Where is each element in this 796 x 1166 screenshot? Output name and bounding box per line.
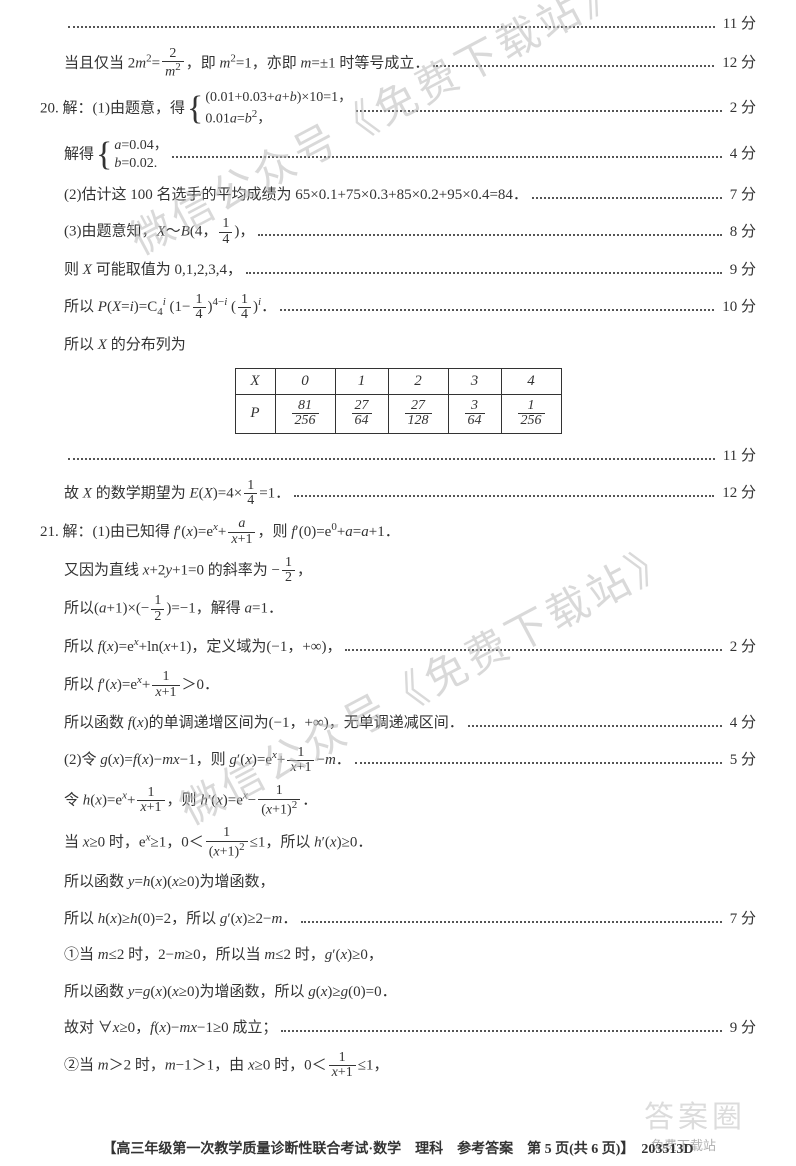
text-line: ②当 m＞2 时，m−1＞1，由 x≥0 时，0＜1x+1≤1， [40,1051,756,1081]
leader-dots [172,145,722,159]
table-cell: X [235,368,275,394]
leader-dots [301,909,721,923]
leader-dots [356,98,722,112]
text-line: 11 分 [40,442,756,471]
text-line: 21. 解：(1)由已知得 f′(x)=ex+ax+1，则 f′(0)=e0+a… [40,517,756,548]
text-line: 所以函数 f(x)的单调递增区间为(−1，+∞)，无单调递减区间． 4 分 [40,709,756,738]
text-line: ①当 m≤2 时，2−m≥0，所以当 m≤2 时，g′(x)≥0， [40,941,756,970]
text-line: 所以(a+1)×(−12)=−1，解得 a=1． [40,594,756,624]
text-line: 20. 解：(1)由题意，得{(0.01+0.03+a+b)×10=1，0.01… [40,89,756,129]
line-text: 解得{a=0.04，b=0.02. [64,137,168,173]
line-text: ②当 m＞2 时，m−1＞1，由 x≥0 时，0＜1x+1≤1， [64,1051,388,1081]
line-text: 当且仅当 2m2=2m2，即 m2=1，亦即 m=±1 时等号成立． [64,47,429,81]
line-text: (3)由题意知，X～B(4，14)， [64,217,254,247]
line-text: 所以(a+1)×(−12)=−1，解得 a=1． [64,594,283,624]
line-text: 所以函数 f(x)的单调递增区间为(−1，+∞)，无单调递减区间． [64,709,464,738]
text-line: 令 h(x)=ex+1x+1，则 h′(x)=ex−1(x+1)2． [40,784,756,818]
table-cell: 2 [388,368,448,394]
line-text: 所以 X 的分布列为 [64,331,186,360]
score-label: 9 分 [726,256,756,285]
line-text: 故 X 的数学期望为 E(X)=4×14=1． [64,479,290,509]
text-line: 故对 ∀x≥0，f(x)−mx−1≥0 成立； 9 分 [40,1014,756,1043]
text-line: 所以 f′(x)=ex+1x+1＞0． [40,670,756,701]
table-cell: P [235,394,275,433]
score-label: 7 分 [726,181,756,210]
score-label: 12 分 [718,479,756,508]
line-text: ①当 m≤2 时，2−m≥0，所以当 m≤2 时，g′(x)≥0， [64,941,383,970]
line-text: (2)估计这 100 名选手的平均成绩为 65×0.1+75×0.3+85×0.… [64,181,528,210]
line-text: 故对 ∀x≥0，f(x)−mx−1≥0 成立； [64,1014,277,1043]
text-line: 当 x≥0 时，ex≥1，0＜1(x+1)2≤1，所以 h′(x)≥0． [40,826,756,860]
table-cell: 27128 [388,394,448,433]
leader-dots [246,260,722,274]
score-label: 11 分 [719,442,756,471]
line-text: 令 h(x)=ex+1x+1，则 h′(x)=ex−1(x+1)2． [64,784,317,818]
table-cell: 1 [335,368,388,394]
line-text: 所以函数 y=h(x)(x≥0)为增函数， [64,868,274,897]
footer-logo: 答案圈 [644,1092,746,1136]
score-label: 4 分 [726,709,756,738]
leader-dots [68,15,715,29]
leader-dots [280,298,714,312]
text-line: 所以 f(x)=ex+ln(x+1)，定义域为(−1，+∞)， 2 分 [40,632,756,662]
text-line: 所以 X 的分布列为 [40,331,756,360]
line-text: 20. 解：(1)由题意，得{(0.01+0.03+a+b)×10=1，0.01… [40,89,352,129]
line-text: 所以 P(X=i)=C4i (1−14)4−i (14)i． [64,292,276,323]
text-line: (2)估计这 100 名选手的平均成绩为 65×0.1+75×0.3+85×0.… [40,181,756,210]
table-cell: 4 [501,368,561,394]
table-cell: 364 [448,394,501,433]
score-label: 9 分 [726,1014,756,1043]
text-line: (2)令 g(x)=f(x)−mx−1，则 g′(x)=ex+1x+1−m． 5 … [40,745,756,776]
page-footer: 【高三年级第一次教学质量诊断性联合考试·数学 理科 参考答案 第 5 页(共 6… [0,1138,796,1158]
page-content: 11 分当且仅当 2m2=2m2，即 m2=1，亦即 m=±1 时等号成立．12… [40,10,756,1081]
table-cell: 0 [275,368,335,394]
score-label: 5 分 [726,746,756,775]
table-cell: 81256 [275,394,335,433]
line-text: (2)令 g(x)=f(x)−mx−1，则 g′(x)=ex+1x+1−m． [64,745,351,776]
leader-dots [294,484,714,498]
score-label: 4 分 [726,140,756,169]
leader-dots [355,751,722,765]
distribution-table: X01234 P812562764271283641256 [235,368,562,434]
score-label: 12 分 [718,49,756,78]
line-text: 当 x≥0 时，ex≥1，0＜1(x+1)2≤1，所以 h′(x)≥0． [64,826,372,860]
leader-dots [281,1019,721,1033]
score-label: 8 分 [726,218,756,247]
score-label: 7 分 [726,905,756,934]
leader-dots [345,638,721,652]
score-label: 11 分 [719,10,756,39]
text-line: 当且仅当 2m2=2m2，即 m2=1，亦即 m=±1 时等号成立． 12 分 [40,47,756,81]
line-text: 21. 解：(1)由已知得 f′(x)=ex+ax+1，则 f′(0)=e0+a… [40,517,400,548]
leader-dots [468,713,722,727]
text-line: 所以函数 y=h(x)(x≥0)为增函数， [40,868,756,897]
table-cell: 2764 [335,394,388,433]
text-line: 11 分 [40,10,756,39]
line-text: 所以 h(x)≥h(0)=2，所以 g′(x)≥2−m． [64,905,297,934]
text-line: 则 X 可能取值为 0,1,2,3,4， 9 分 [40,256,756,285]
line-text: 又因为直线 x+2y+1=0 的斜率为 −12， [64,556,312,586]
table-cell: 3 [448,368,501,394]
text-line: (3)由题意知，X～B(4，14)， 8 分 [40,217,756,247]
table-cell: 1256 [501,394,561,433]
score-label: 2 分 [726,633,756,662]
leader-dots [68,447,715,461]
text-line: 所以 h(x)≥h(0)=2，所以 g′(x)≥2−m． 7 分 [40,905,756,934]
score-label: 2 分 [726,94,756,123]
leader-dots [258,223,721,237]
text-line: 又因为直线 x+2y+1=0 的斜率为 −12， [40,556,756,586]
line-text: 则 X 可能取值为 0,1,2,3,4， [64,256,242,285]
text-line: 解得{a=0.04，b=0.02. 4 分 [40,137,756,173]
line-text: 所以函数 y=g(x)(x≥0)为增函数，所以 g(x)≥g(0)=0． [64,978,397,1007]
score-label: 10 分 [718,293,756,322]
leader-dots [532,185,722,199]
text-line: 所以函数 y=g(x)(x≥0)为增函数，所以 g(x)≥g(0)=0． [40,978,756,1007]
text-line: 故 X 的数学期望为 E(X)=4×14=1． 12 分 [40,479,756,509]
leader-dots [433,53,714,67]
line-text: 所以 f(x)=ex+ln(x+1)，定义域为(−1，+∞)， [64,632,341,662]
text-line: 所以 P(X=i)=C4i (1−14)4−i (14)i． 10 分 [40,292,756,323]
line-text: 所以 f′(x)=ex+1x+1＞0． [64,670,219,701]
